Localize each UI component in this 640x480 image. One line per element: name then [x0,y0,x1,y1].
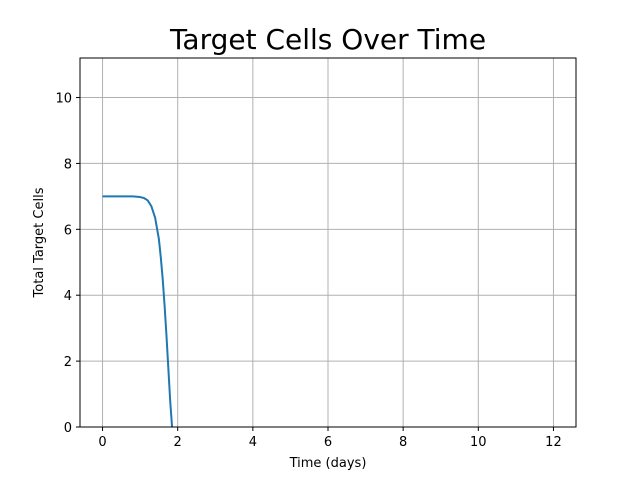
y-tick-label: 0 [64,421,72,436]
axis-ticks: 0 2 4 6 8 10 12 0 2 4 6 8 10 [55,92,561,450]
y-tick-label: 2 [64,355,72,370]
y-tick-label: 6 [64,223,72,238]
x-tick-label: 4 [249,435,257,450]
x-tick-label: 2 [174,435,182,450]
series-line [102,195,174,428]
x-tick-label: 12 [545,435,562,450]
y-tick-label: 10 [55,92,72,107]
x-tick-label: 0 [98,435,106,450]
chart-title: Target Cells Over Time [169,23,486,56]
x-tick-label: 8 [399,435,407,450]
x-tick-label: 6 [324,435,332,450]
y-axis-label: Total Target Cells [32,187,47,298]
series-layer [102,195,174,428]
x-axis-label: Time (days) [289,456,367,471]
x-tick-label: 10 [470,435,487,450]
grid [80,58,576,428]
y-tick-label: 4 [64,289,72,304]
y-tick-label: 8 [64,157,72,172]
